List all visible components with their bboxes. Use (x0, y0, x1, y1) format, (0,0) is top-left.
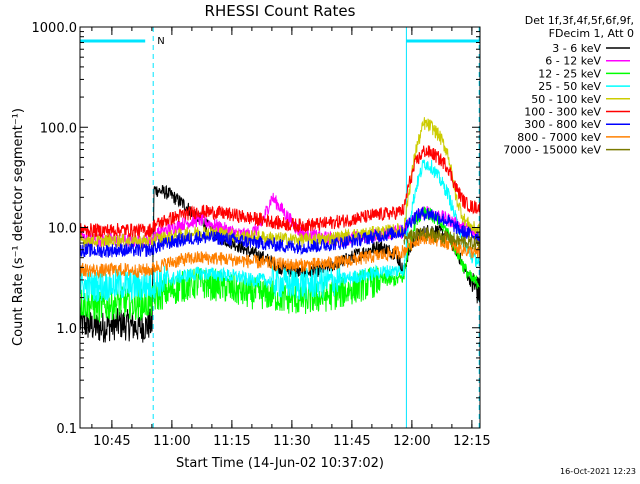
legend: Det 1f,3f,4f,5f,6f,9f, FDecim 1, Att 0 3… (503, 14, 634, 157)
x-tick-label-1: 11:00 (153, 434, 190, 449)
series-line-8 (403, 226, 480, 250)
y-tick-label-3: 100.0 (40, 121, 77, 136)
chart-title: RHESSI Count Rates (205, 2, 356, 20)
y-axis-label: Count Rate (s⁻¹ detector segment⁻¹) (11, 108, 26, 346)
legend-label-7: 800 - 7000 keV (517, 131, 601, 144)
x-tick-label-6: 12:15 (453, 434, 490, 449)
series-line-3 (80, 159, 480, 303)
legend-label-6: 300 - 800 keV (524, 118, 601, 131)
legend-label-8: 7000 - 15000 keV (503, 144, 601, 157)
y-tick-label-4: 1000.0 (32, 21, 78, 36)
legend-label-5: 100 - 300 keV (524, 106, 601, 119)
y-tick-label-2: 10.0 (48, 222, 77, 237)
series-line-0 (80, 184, 480, 343)
x-tick-label-0: 10:45 (93, 434, 130, 449)
series-lines (80, 117, 480, 343)
x-tick-label-2: 11:15 (213, 434, 250, 449)
y-axis: 0.1 1.0 10.0 100.0 1000.0 (32, 21, 480, 437)
legend-label-0: 3 - 6 keV (552, 42, 601, 55)
x-axis: 10:45 11:00 11:15 11:30 11:45 12:00 12:15 (91, 27, 491, 449)
interval-label: N (157, 36, 164, 47)
legend-header-line-2: FDecim 1, Att 0 (549, 27, 634, 40)
series-line-6 (80, 206, 480, 258)
legend-label-2: 12 - 25 keV (538, 67, 601, 80)
series-line-5 (80, 144, 480, 238)
x-tick-label-5: 12:00 (393, 434, 430, 449)
legend-label-3: 25 - 50 keV (538, 80, 601, 93)
x-tick-label-3: 11:30 (273, 434, 310, 449)
y-tick-label-0: 0.1 (56, 422, 77, 437)
series-line-7 (80, 230, 480, 280)
y-tick-label-1: 1.0 (56, 322, 77, 337)
legend-label-4: 50 - 100 keV (531, 93, 601, 106)
generated-timestamp: 16-Oct-2021 12:23 (560, 467, 636, 476)
legend-header-line-1: Det 1f,3f,4f,5f,6f,9f, (525, 14, 634, 27)
legend-label-1: 6 - 12 keV (545, 55, 601, 68)
x-axis-label: Start Time (14-Jun-02 10:37:02) (176, 456, 384, 471)
x-tick-label-4: 11:45 (333, 434, 370, 449)
plot-area: N 10:45 11:00 11:15 11:30 11:45 12:00 12:15 0.… (32, 21, 491, 449)
